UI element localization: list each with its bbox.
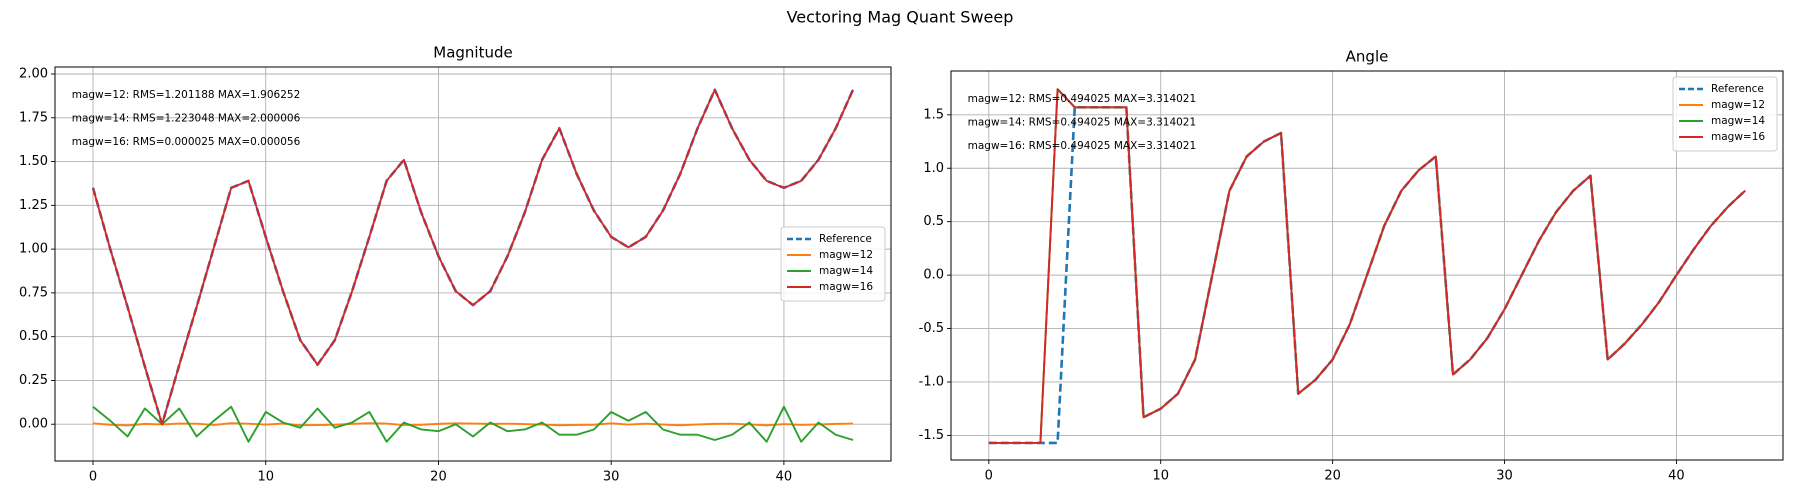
axes-frame bbox=[950, 70, 1784, 461]
y-tick-label: -1.5 bbox=[919, 428, 944, 443]
y-tick-label: 0.5 bbox=[923, 214, 944, 229]
y-tick-label: -1.0 bbox=[919, 374, 944, 389]
x-tick-label: 20 bbox=[430, 470, 447, 485]
x-tick-label: 10 bbox=[1152, 469, 1169, 484]
legend-label: Reference bbox=[819, 233, 872, 245]
figure-title: Vectoring Mag Quant Sweep bbox=[787, 8, 1014, 27]
series-line bbox=[92, 405, 854, 443]
legend-label: magw=12 bbox=[1711, 99, 1765, 111]
y-tick-label: 1.75 bbox=[19, 110, 48, 125]
axes-frame bbox=[54, 66, 892, 462]
x-tick-label: 0 bbox=[89, 470, 97, 485]
x-tick-label: 40 bbox=[776, 470, 793, 485]
annotation: magw=14: RMS=1.223048 MAX=2.000006 bbox=[72, 113, 301, 125]
y-tick-label: 2.00 bbox=[19, 67, 48, 82]
x-tick-label: 20 bbox=[1324, 469, 1341, 484]
axes-title: Magnitude bbox=[433, 44, 512, 62]
y-tick-label: -0.5 bbox=[919, 321, 944, 336]
legend-box bbox=[1672, 76, 1778, 152]
y-tick-label: 0.50 bbox=[19, 329, 48, 344]
y-tick-label: 1.50 bbox=[19, 154, 48, 169]
annotation: magw=12: RMS=0.494025 MAX=3.314021 bbox=[968, 93, 1197, 105]
y-tick-label: 0.25 bbox=[19, 373, 48, 388]
annotation: magw=14: RMS=0.494025 MAX=3.314021 bbox=[968, 117, 1197, 129]
y-tick-label: 1.0 bbox=[923, 161, 944, 176]
x-tick-label: 40 bbox=[1668, 469, 1685, 484]
x-tick-label: 30 bbox=[1496, 469, 1513, 484]
y-tick-label: 1.25 bbox=[19, 198, 48, 213]
legend-label: Reference bbox=[1711, 83, 1764, 95]
series-line bbox=[988, 88, 1746, 444]
legend-label: magw=16 bbox=[819, 281, 873, 293]
legend-label: magw=14 bbox=[819, 265, 873, 277]
x-tick-label: 30 bbox=[603, 470, 620, 485]
y-tick-label: 1.00 bbox=[19, 242, 48, 257]
axes-title: Angle bbox=[1346, 48, 1389, 66]
annotation: magw=16: RMS=0.000025 MAX=0.000056 bbox=[72, 136, 301, 148]
legend-label: magw=12 bbox=[819, 249, 873, 261]
y-tick-label: 0.75 bbox=[19, 285, 48, 300]
x-tick-label: 0 bbox=[985, 469, 993, 484]
series-line bbox=[92, 422, 854, 427]
series-line bbox=[92, 88, 854, 426]
legend-label: magw=16 bbox=[1711, 131, 1765, 143]
legend-label: magw=14 bbox=[1711, 115, 1765, 127]
y-tick-label: 0.00 bbox=[19, 417, 48, 432]
annotation: magw=12: RMS=1.201188 MAX=1.906252 bbox=[72, 89, 301, 101]
y-tick-label: 1.5 bbox=[923, 107, 944, 122]
x-tick-label: 10 bbox=[257, 470, 274, 485]
legend-box bbox=[780, 226, 886, 302]
annotation: magw=16: RMS=0.494025 MAX=3.314021 bbox=[968, 140, 1197, 152]
y-tick-label: 0.0 bbox=[923, 268, 944, 283]
